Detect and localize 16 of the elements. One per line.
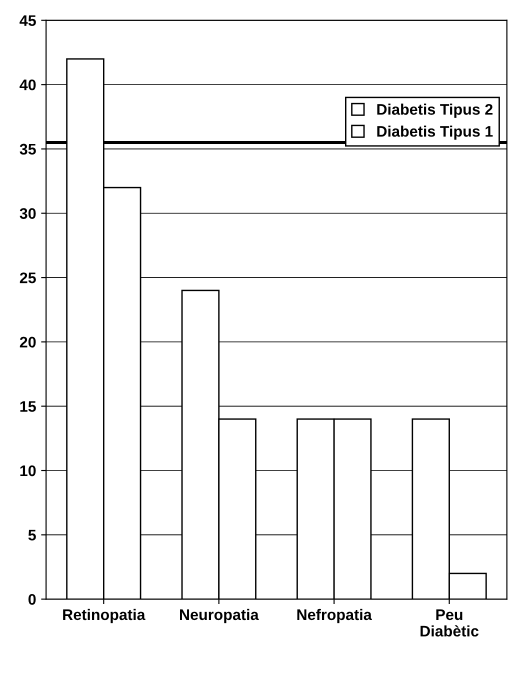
y-tick-label: 25 (20, 272, 36, 284)
y-tick-label: 35 (20, 144, 36, 155)
legend-label: Diabetis Tipus 2 (377, 104, 493, 118)
y-tick-label: 45 (20, 15, 36, 26)
legend-label: Diabetis Tipus 1 (377, 126, 493, 140)
x-tick-label: Peu Diabètic (420, 609, 479, 637)
y-tick-label: 40 (20, 79, 36, 90)
y-tick-label: 5 (28, 530, 36, 541)
x-tick-label: Neuropatia (180, 608, 259, 624)
y-tick-label: 15 (20, 401, 36, 412)
x-tick-label: Nefropatia (297, 608, 372, 624)
y-tick-label: 30 (20, 208, 36, 219)
x-tick-label: Retinopatia (63, 608, 146, 624)
y-tick-label: 20 (20, 336, 36, 348)
y-tick-label: 0 (28, 594, 36, 605)
y-tick-label: 10 (20, 465, 36, 476)
